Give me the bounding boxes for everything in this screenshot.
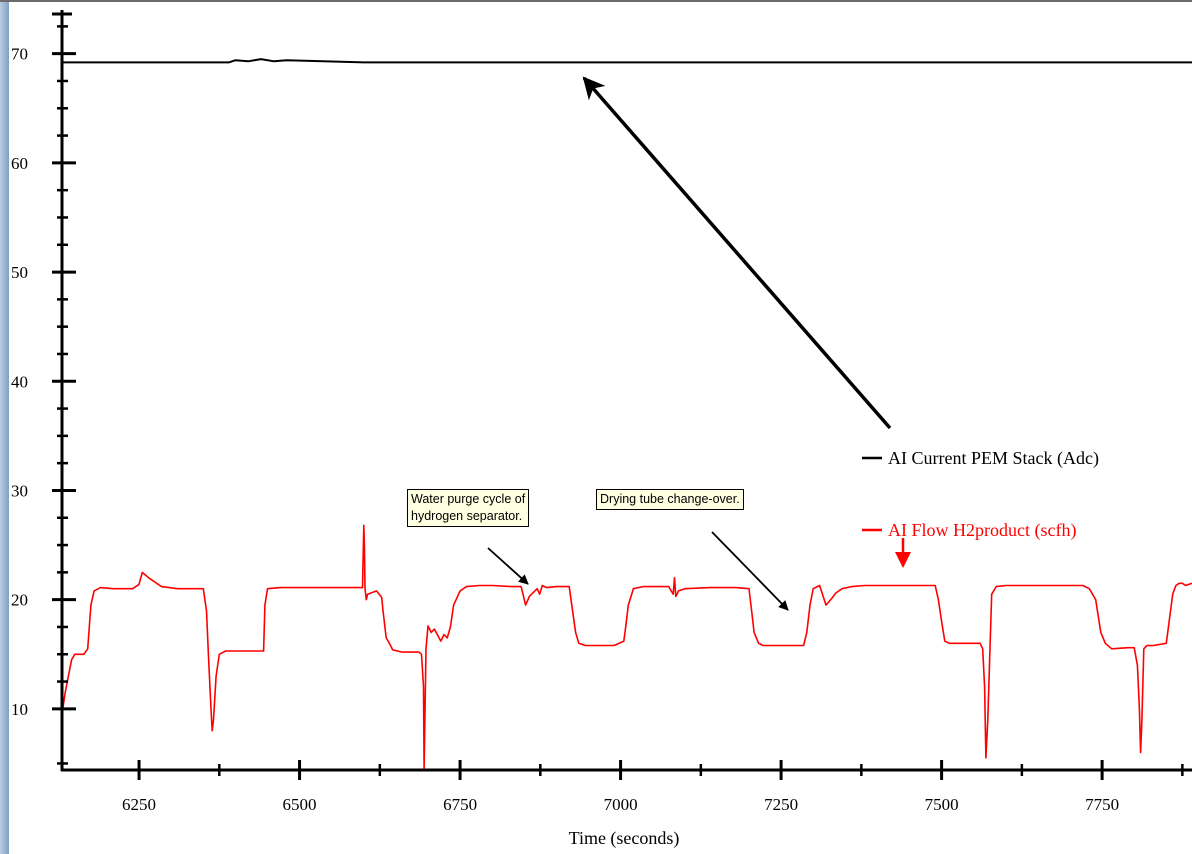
annotation-drying-tube: Drying tube change-over. — [596, 489, 744, 510]
annotation-water-purge-line1: Water purge cycle of — [411, 492, 526, 506]
y-tick-label-5: 60 — [11, 154, 28, 173]
window-left-edge — [0, 0, 9, 854]
annotation-arrow-water-purge — [487, 547, 529, 585]
series-line-1 — [62, 524, 1192, 770]
x-tick-label-5: 7500 — [925, 795, 959, 814]
x-tick-label-3: 7000 — [604, 795, 638, 814]
legend: AI Current PEM Stack (Adc) AI Flow H2pro… — [862, 448, 1099, 541]
annotation-drying-tube-line1: Drying tube change-over. — [600, 492, 740, 506]
y-tick-label-2: 30 — [11, 481, 28, 500]
window-top-edge — [0, 0, 1192, 2]
x-axis-title: Time (seconds) — [569, 828, 680, 849]
x-tick-label-2: 6750 — [443, 795, 477, 814]
annotation-water-purge-line2: hydrogen separator. — [411, 509, 523, 523]
annotation-water-purge: Water purge cycle of hydrogen separator. — [407, 489, 530, 527]
legend-label-flow: AI Flow H2product (scfh) — [888, 520, 1076, 541]
x-tick-label-0: 6250 — [122, 795, 156, 814]
y-tick-label-0: 10 — [11, 700, 28, 719]
legend-arrow-current — [582, 76, 892, 430]
x-tick-label-6: 7750 — [1085, 795, 1119, 814]
series-line-0 — [62, 58, 1192, 64]
x-tick-label-1: 6500 — [283, 795, 317, 814]
y-tick-label-4: 50 — [11, 263, 28, 282]
legend-label-current: AI Current PEM Stack (Adc) — [888, 448, 1099, 469]
y-tick-label-6: 70 — [11, 45, 28, 64]
x-tick-label-4: 7250 — [764, 795, 798, 814]
y-tick-label-3: 40 — [11, 372, 28, 391]
annotation-arrow-drying-tube — [711, 531, 789, 611]
y-tick-label-1: 20 — [11, 591, 28, 610]
